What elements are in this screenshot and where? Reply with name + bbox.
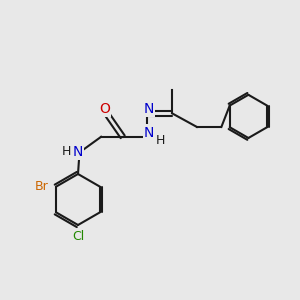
- Text: H: H: [155, 134, 165, 147]
- Text: N: N: [73, 145, 83, 159]
- Text: O: O: [99, 102, 110, 116]
- Text: N: N: [144, 126, 154, 140]
- Text: H: H: [61, 145, 71, 158]
- Text: Br: Br: [34, 180, 48, 193]
- Text: N: N: [143, 102, 154, 116]
- Text: Cl: Cl: [72, 230, 84, 243]
